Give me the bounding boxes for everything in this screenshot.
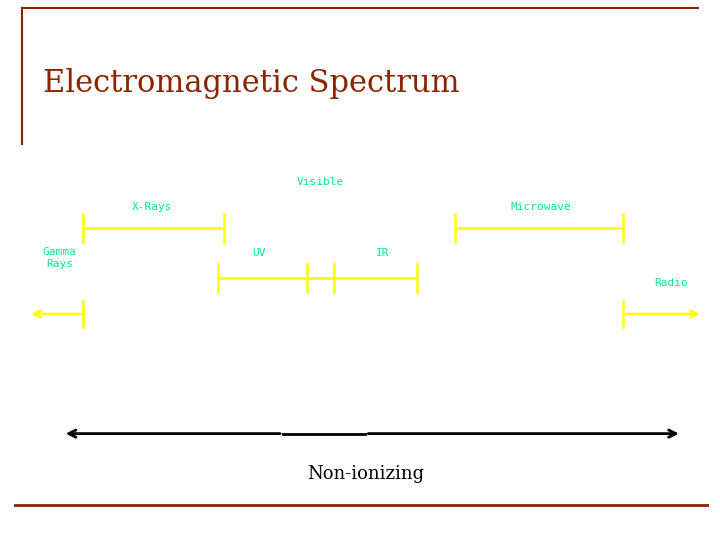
Text: X-Rays: X-Rays: [132, 202, 173, 212]
Text: Visible: Visible: [297, 177, 344, 187]
Text: $10^{-11}$: $10^{-11}$: [6, 380, 37, 394]
Text: $10$: $10$: [603, 380, 618, 392]
Text: Wavelength (cm): Wavelength (cm): [312, 394, 419, 407]
Text: UV: UV: [252, 248, 266, 258]
Text: $10^{3}$: $10^{3}$: [700, 380, 719, 394]
Text: Non-ionizing: Non-ionizing: [307, 465, 424, 483]
Text: $10^{-5}$: $10^{-5}$: [304, 380, 329, 394]
Text: $10^{-1}$: $10^{-1}$: [500, 380, 525, 394]
Text: Radio: Radio: [654, 279, 688, 288]
Text: $10^{-9}$: $10^{-9}$: [107, 380, 132, 394]
Text: Gamma
Rays: Gamma Rays: [42, 247, 76, 269]
Text: IR: IR: [376, 248, 390, 258]
Text: $10^{-3}$: $10^{-3}$: [402, 380, 427, 394]
Text: Electromagnetic Spectrum: Electromagnetic Spectrum: [43, 68, 460, 99]
Text: Microwave: Microwave: [510, 202, 571, 212]
Text: $10^{-7}$: $10^{-7}$: [205, 380, 231, 394]
